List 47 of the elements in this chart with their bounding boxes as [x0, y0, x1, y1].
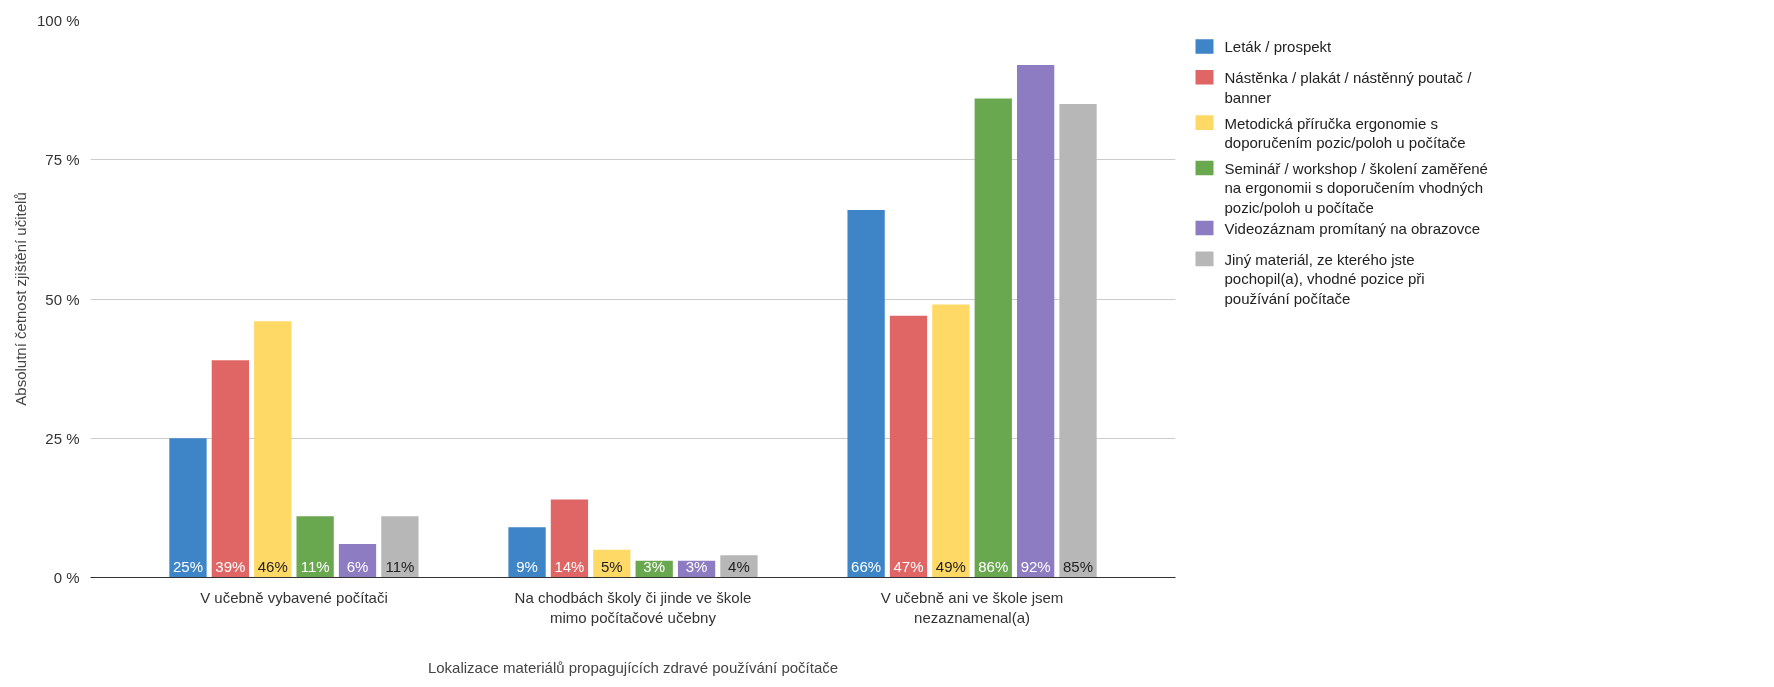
data-label: 25% [172, 557, 203, 575]
data-label: 66% [851, 557, 882, 575]
bar [847, 209, 885, 578]
data-label: 11% [385, 557, 415, 575]
data-label: 49% [935, 557, 966, 575]
x-tick-label: V učebně vybavené počítači [200, 588, 388, 606]
data-label: 47% [893, 557, 924, 575]
legend-label: Videozáznam promítaný na obrazovce [1224, 219, 1481, 237]
bar [211, 360, 250, 578]
data-label: 86% [978, 557, 1009, 575]
data-label: 14% [554, 557, 585, 575]
y-tick-label: 100 % [36, 12, 80, 29]
y-tick-label: 25 % [45, 429, 80, 447]
legend-label: Metodická příručka ergonomie s doporučením pozic/poloh u počítače [1224, 114, 1466, 152]
bar [381, 516, 419, 578]
data-label: 46% [257, 557, 288, 575]
bar [508, 527, 546, 578]
bar [974, 98, 1012, 578]
data-label: 11% [300, 557, 330, 575]
bar [296, 516, 334, 578]
x-tick-label: V učebně ani ve škole jsem nezaznamenal(a) [880, 588, 1064, 626]
bar [1059, 104, 1097, 578]
bar [932, 304, 970, 578]
y-tick-label: 75 % [45, 151, 80, 169]
bar [169, 438, 207, 578]
data-label: 6% [346, 557, 369, 575]
legend-label: Jiný materiál, ze kterého jste pochopil(a), vhodné pozice při používání počítače [1224, 250, 1425, 307]
x-tick-label: Na chodbách školy či jinde ve škole mimo počítačové učebny [514, 588, 752, 626]
data-label: 3% [685, 557, 708, 575]
legend-label: Seminář / workshop / školení zaměřené na ergonomii s doporučením vhodných pozic/poloh u počítače [1224, 159, 1488, 217]
data-label: 3% [643, 557, 666, 575]
y-axis-title: Absolutní četnost zjištění učitelů [11, 192, 29, 406]
bar [254, 321, 292, 578]
data-label: 9% [516, 557, 538, 575]
legend-label: Nástěnka / plakát / nástěnný poutač / banner [1224, 69, 1473, 106]
data-label: 85% [1063, 557, 1094, 575]
data-label: 39% [215, 557, 246, 575]
data-label: 5% [600, 557, 623, 575]
data-label: 4% [728, 557, 750, 575]
bar [550, 499, 589, 578]
y-tick-label: 0 % [53, 569, 80, 586]
data-label: 92% [1020, 557, 1051, 575]
bar [889, 315, 928, 578]
legend-label: Leták / prospekt [1224, 38, 1333, 56]
bar [1016, 65, 1055, 578]
y-tick-label: 50 % [45, 290, 80, 308]
x-axis-title: Lokalizace materiálů propagujících zdravé používání počítače [427, 658, 839, 676]
